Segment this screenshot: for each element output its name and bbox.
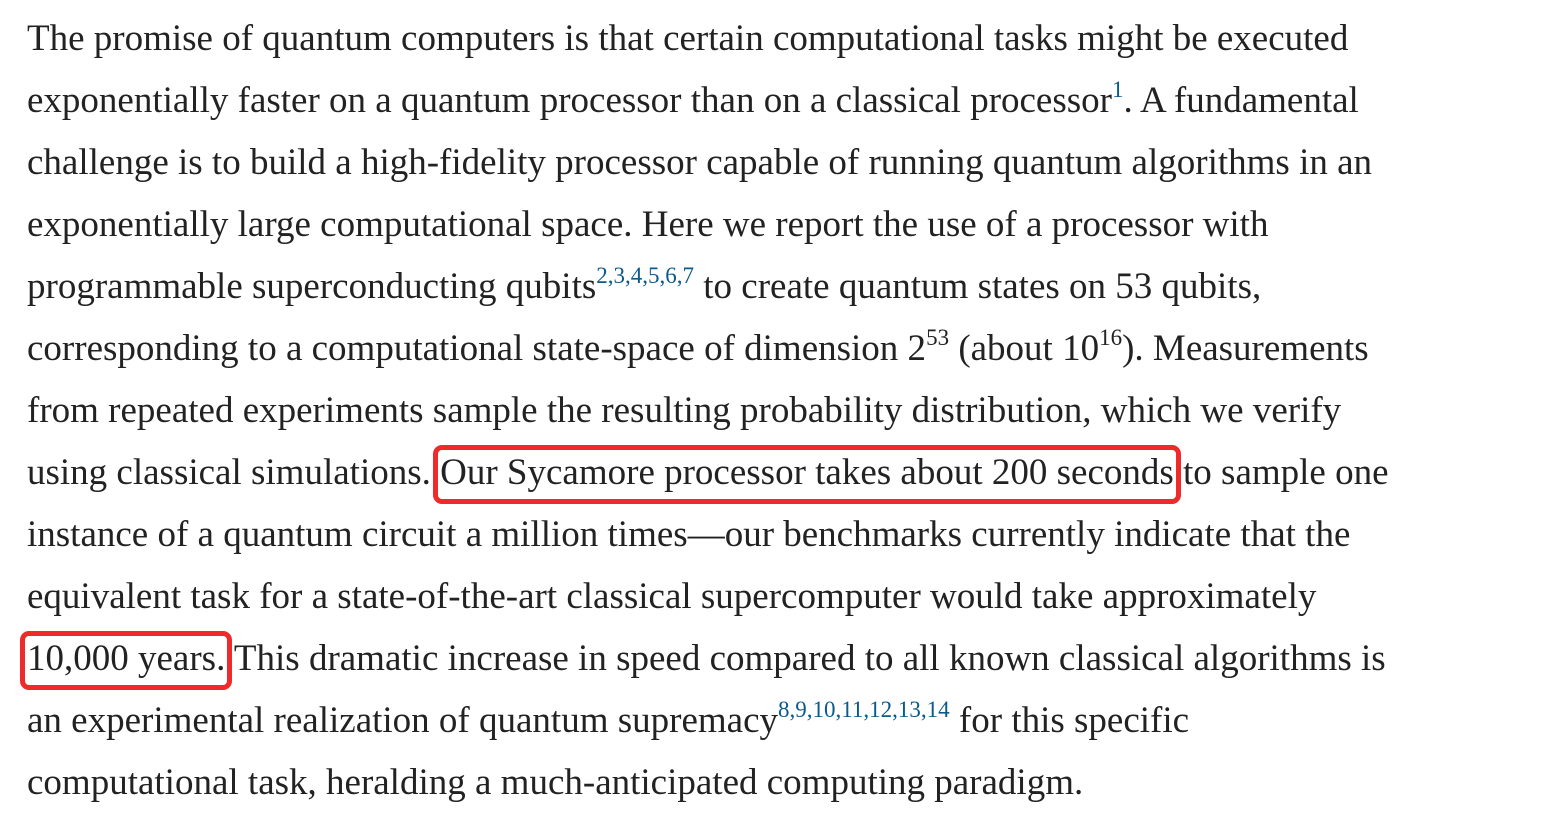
text-run: instance of a quantum circuit a million … (27, 514, 1351, 555)
text-line: 10,000 years. This dramatic increase in … (20, 628, 1557, 690)
text-run: an experimental realization of quantum s… (27, 700, 779, 741)
text-line: equivalent task for a state-of-the-art c… (27, 566, 1557, 628)
superscript: 16 (1099, 325, 1123, 350)
text-line: challenge is to build a high-fidelity pr… (27, 132, 1557, 194)
highlight-box: Our Sycamore processor takes about 200 s… (433, 445, 1181, 504)
text-line: an experimental realization of quantum s… (27, 690, 1557, 752)
text-line: exponentially large computational space.… (27, 194, 1557, 256)
text-run: exponentially faster on a quantum proces… (27, 80, 1112, 121)
citation-link[interactable]: 8,9,10,11,12,13,14 (778, 697, 950, 722)
text-line: corresponding to a computational state-s… (27, 318, 1557, 380)
text-line: from repeated experiments sample the res… (27, 380, 1557, 442)
text-run: ). Measurements (1122, 328, 1369, 369)
text-line: computational task, heralding a much-ant… (27, 752, 1557, 814)
highlight-box: 10,000 years. (20, 631, 233, 690)
citation-link[interactable]: 2,3,4,5,6,7 (596, 263, 695, 288)
text-run: equivalent task for a state-of-the-art c… (27, 576, 1317, 617)
text-line: The promise of quantum computers is that… (27, 8, 1557, 70)
text-run: The promise of quantum computers is that… (27, 18, 1349, 59)
text-run: challenge is to build a high-fidelity pr… (27, 142, 1373, 183)
text-run: using classical simulations. (27, 452, 441, 493)
text-run: for this specific (949, 700, 1190, 741)
text-run: programmable superconducting qubits (27, 266, 597, 307)
text-run: . A fundamental (1123, 80, 1359, 121)
text-run: to sample one (1173, 452, 1389, 493)
text-run: to create quantum states on 53 qubits, (694, 266, 1262, 307)
citation-link[interactable]: 1 (1111, 77, 1124, 102)
superscript: 53 (926, 325, 950, 350)
text-run: corresponding to a computational state-s… (27, 328, 927, 369)
text-run: from repeated experiments sample the res… (27, 390, 1342, 431)
abstract-paragraph: The promise of quantum computers is that… (20, 8, 1557, 814)
text-run: exponentially large computational space.… (27, 204, 1269, 245)
text-run: (about 10 (949, 328, 1100, 369)
text-line: programmable superconducting qubits2,3,4… (27, 256, 1557, 318)
text-line: using classical simulations. Our Sycamor… (27, 442, 1557, 504)
text-line: instance of a quantum circuit a million … (27, 504, 1557, 566)
text-run: This dramatic increase in speed compared… (225, 638, 1386, 679)
text-line: exponentially faster on a quantum proces… (27, 70, 1557, 132)
text-run: computational task, heralding a much-ant… (27, 762, 1084, 803)
